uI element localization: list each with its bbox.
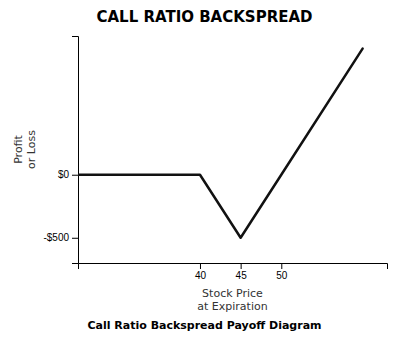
x-axis-label-line: at Expiration <box>197 300 267 313</box>
y-axis-label-line: or Loss <box>25 130 38 169</box>
y-axis-label-line: Profit <box>12 134 25 163</box>
x-tick-mark <box>281 263 282 269</box>
x-tick-label: 45 <box>236 270 248 281</box>
y-tick-label: -$500 <box>43 232 69 243</box>
chart: 40 45 50 $0 -$500 CALL RATIO BACKSPREAD Call R… <box>0 0 409 337</box>
y-tick-mark <box>72 175 78 176</box>
title: CALL RATIO BACKSPREAD <box>96 8 312 26</box>
x-tick-mark <box>200 263 201 269</box>
y-tick-mark <box>72 238 78 239</box>
x-tick: 40 <box>195 263 207 281</box>
y-tick: $0 <box>58 169 78 180</box>
x-axis: 40 45 50 <box>79 263 388 281</box>
x-axis-label-line: Stock Price <box>202 287 263 300</box>
plot-area: 40 45 50 $0 -$500 <box>43 37 387 282</box>
x-tick: 50 <box>276 263 288 281</box>
y-axis: $0 -$500 <box>43 37 78 264</box>
x-tick: 45 <box>236 263 248 281</box>
y-tick: -$500 <box>43 232 78 243</box>
x-tick-label: 50 <box>276 270 288 281</box>
payoff-line <box>78 49 363 238</box>
y-axis-label: Profitor Loss <box>12 130 38 169</box>
y-tick-label: $0 <box>58 169 70 180</box>
y-axis-line <box>72 37 79 264</box>
data-group <box>78 49 363 238</box>
x-tick-mark <box>241 263 242 269</box>
x-tick-label: 40 <box>195 270 207 281</box>
subtitle: Call Ratio Backspread Payoff Diagram <box>87 319 321 332</box>
x-axis-label: Stock Priceat Expiration <box>197 287 267 313</box>
x-axis-line <box>79 264 388 270</box>
